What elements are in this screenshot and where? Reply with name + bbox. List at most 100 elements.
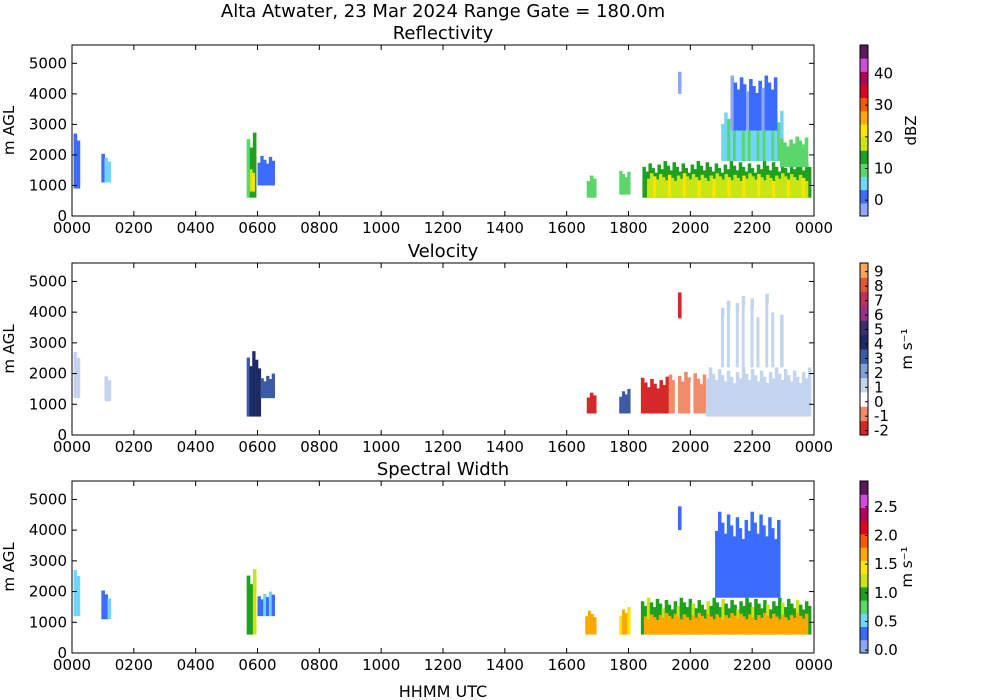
echo-streak bbox=[736, 89, 741, 131]
x-tick-label: 2200 bbox=[733, 656, 771, 674]
y-axis-label: m AGL bbox=[0, 105, 18, 155]
echo-streak bbox=[619, 615, 623, 635]
echo-streak bbox=[650, 378, 654, 414]
colorbar-swatch bbox=[860, 84, 868, 99]
panel-title: Velocity bbox=[408, 241, 479, 262]
echo-streak bbox=[252, 172, 255, 192]
echo-streak bbox=[260, 378, 264, 399]
echo-streak bbox=[792, 617, 797, 635]
echo-streak bbox=[714, 379, 719, 417]
echo-streak bbox=[789, 381, 794, 417]
echo-streak bbox=[619, 170, 623, 195]
echo-streak bbox=[104, 594, 109, 620]
echo-streak bbox=[76, 575, 81, 617]
echo-streak bbox=[720, 307, 725, 368]
echo-streak bbox=[765, 383, 770, 417]
echo-streak bbox=[795, 136, 800, 168]
x-tick-label: 0600 bbox=[238, 656, 276, 674]
echo-streak bbox=[786, 146, 790, 168]
x-tick-label: 0600 bbox=[238, 438, 276, 456]
echo-streak bbox=[679, 619, 684, 635]
echo-streak bbox=[739, 77, 744, 131]
echo-streak bbox=[709, 175, 714, 198]
echo-streak bbox=[727, 617, 731, 635]
echo-streak bbox=[787, 598, 791, 635]
echo-streak bbox=[703, 618, 708, 635]
echo-streak bbox=[771, 162, 776, 198]
echo-streak bbox=[643, 382, 648, 414]
echo-streak bbox=[745, 597, 749, 635]
echo-streak bbox=[747, 530, 751, 598]
colorbar-tick-label: 7 bbox=[874, 292, 884, 310]
echo-streak bbox=[772, 613, 776, 635]
echo-streak bbox=[705, 162, 710, 198]
echo-streak bbox=[263, 159, 267, 186]
colorbar-swatch bbox=[860, 71, 868, 85]
echo-streak bbox=[650, 173, 654, 198]
echo-streak bbox=[726, 370, 731, 417]
x-tick-label: 0400 bbox=[177, 219, 215, 237]
echo-streak bbox=[745, 91, 750, 131]
colorbar-tick-label: 0.0 bbox=[874, 641, 898, 659]
echo-streak bbox=[753, 522, 757, 598]
echo-streak bbox=[271, 160, 276, 186]
echo-streak bbox=[619, 396, 623, 414]
echo-streak bbox=[767, 82, 772, 131]
colorbar-swatch bbox=[860, 420, 868, 436]
x-tick-label: 1800 bbox=[609, 656, 647, 674]
colorbar-tick-label: 2 bbox=[874, 364, 884, 382]
echo-streak bbox=[646, 597, 651, 635]
echo-streak bbox=[771, 312, 775, 368]
echo-streak bbox=[693, 373, 698, 414]
y-tick-label: 3000 bbox=[29, 334, 67, 352]
colorbar-tick-label: 9 bbox=[874, 263, 884, 281]
echo-streak bbox=[732, 536, 737, 598]
echo-streak bbox=[670, 177, 675, 198]
colorbar-swatch bbox=[860, 547, 868, 561]
echo-streak bbox=[684, 371, 688, 414]
echo-streak bbox=[653, 383, 657, 414]
echo-streak bbox=[768, 372, 773, 417]
echo-streak bbox=[730, 75, 735, 131]
colorbar-frame bbox=[859, 262, 869, 436]
echo-streak bbox=[778, 619, 782, 635]
echo-streak bbox=[780, 379, 785, 417]
echo-streak bbox=[741, 539, 746, 598]
echo-streak bbox=[748, 173, 752, 198]
x-tick-label: 0800 bbox=[300, 656, 338, 674]
echo-streak bbox=[246, 575, 251, 635]
colorbar-tick-label: 2.0 bbox=[874, 526, 898, 544]
echo-streak bbox=[762, 525, 766, 598]
x-tick-label: 0000 bbox=[53, 219, 91, 237]
echo-streak bbox=[753, 375, 758, 417]
echo-streak bbox=[792, 370, 797, 417]
echo-streak bbox=[786, 619, 791, 635]
echo-block-9 bbox=[647, 173, 809, 198]
echo-streak bbox=[252, 569, 257, 635]
echo-streak bbox=[726, 300, 731, 368]
echo-streak bbox=[777, 122, 781, 162]
echo-streak bbox=[762, 125, 766, 162]
echo-streak bbox=[249, 366, 253, 417]
colorbar-swatch bbox=[860, 481, 868, 495]
echo-streak bbox=[778, 178, 782, 198]
colorbar-tick-label: 4 bbox=[874, 335, 884, 353]
echo-streak bbox=[762, 310, 766, 368]
echo-streak bbox=[744, 305, 749, 368]
echo-streak bbox=[260, 155, 264, 186]
echo-streak bbox=[781, 173, 785, 198]
echo-streak bbox=[801, 372, 806, 417]
figure-title: Alta Atwater, 23 Mar 2024 Range Gate = 1… bbox=[221, 1, 665, 22]
echo-streak bbox=[756, 381, 761, 417]
y-tick-label: 2000 bbox=[29, 583, 67, 601]
echo-streak bbox=[786, 179, 791, 198]
echo-block-7 bbox=[668, 370, 707, 414]
echo-streak bbox=[691, 174, 696, 198]
echo-streak bbox=[777, 305, 781, 368]
echo-block-10 bbox=[715, 293, 784, 368]
echo-streak bbox=[104, 157, 109, 183]
colorbar-tick-label: 2.5 bbox=[874, 498, 898, 516]
echo-streak bbox=[759, 300, 763, 368]
echo-streak bbox=[781, 614, 785, 635]
